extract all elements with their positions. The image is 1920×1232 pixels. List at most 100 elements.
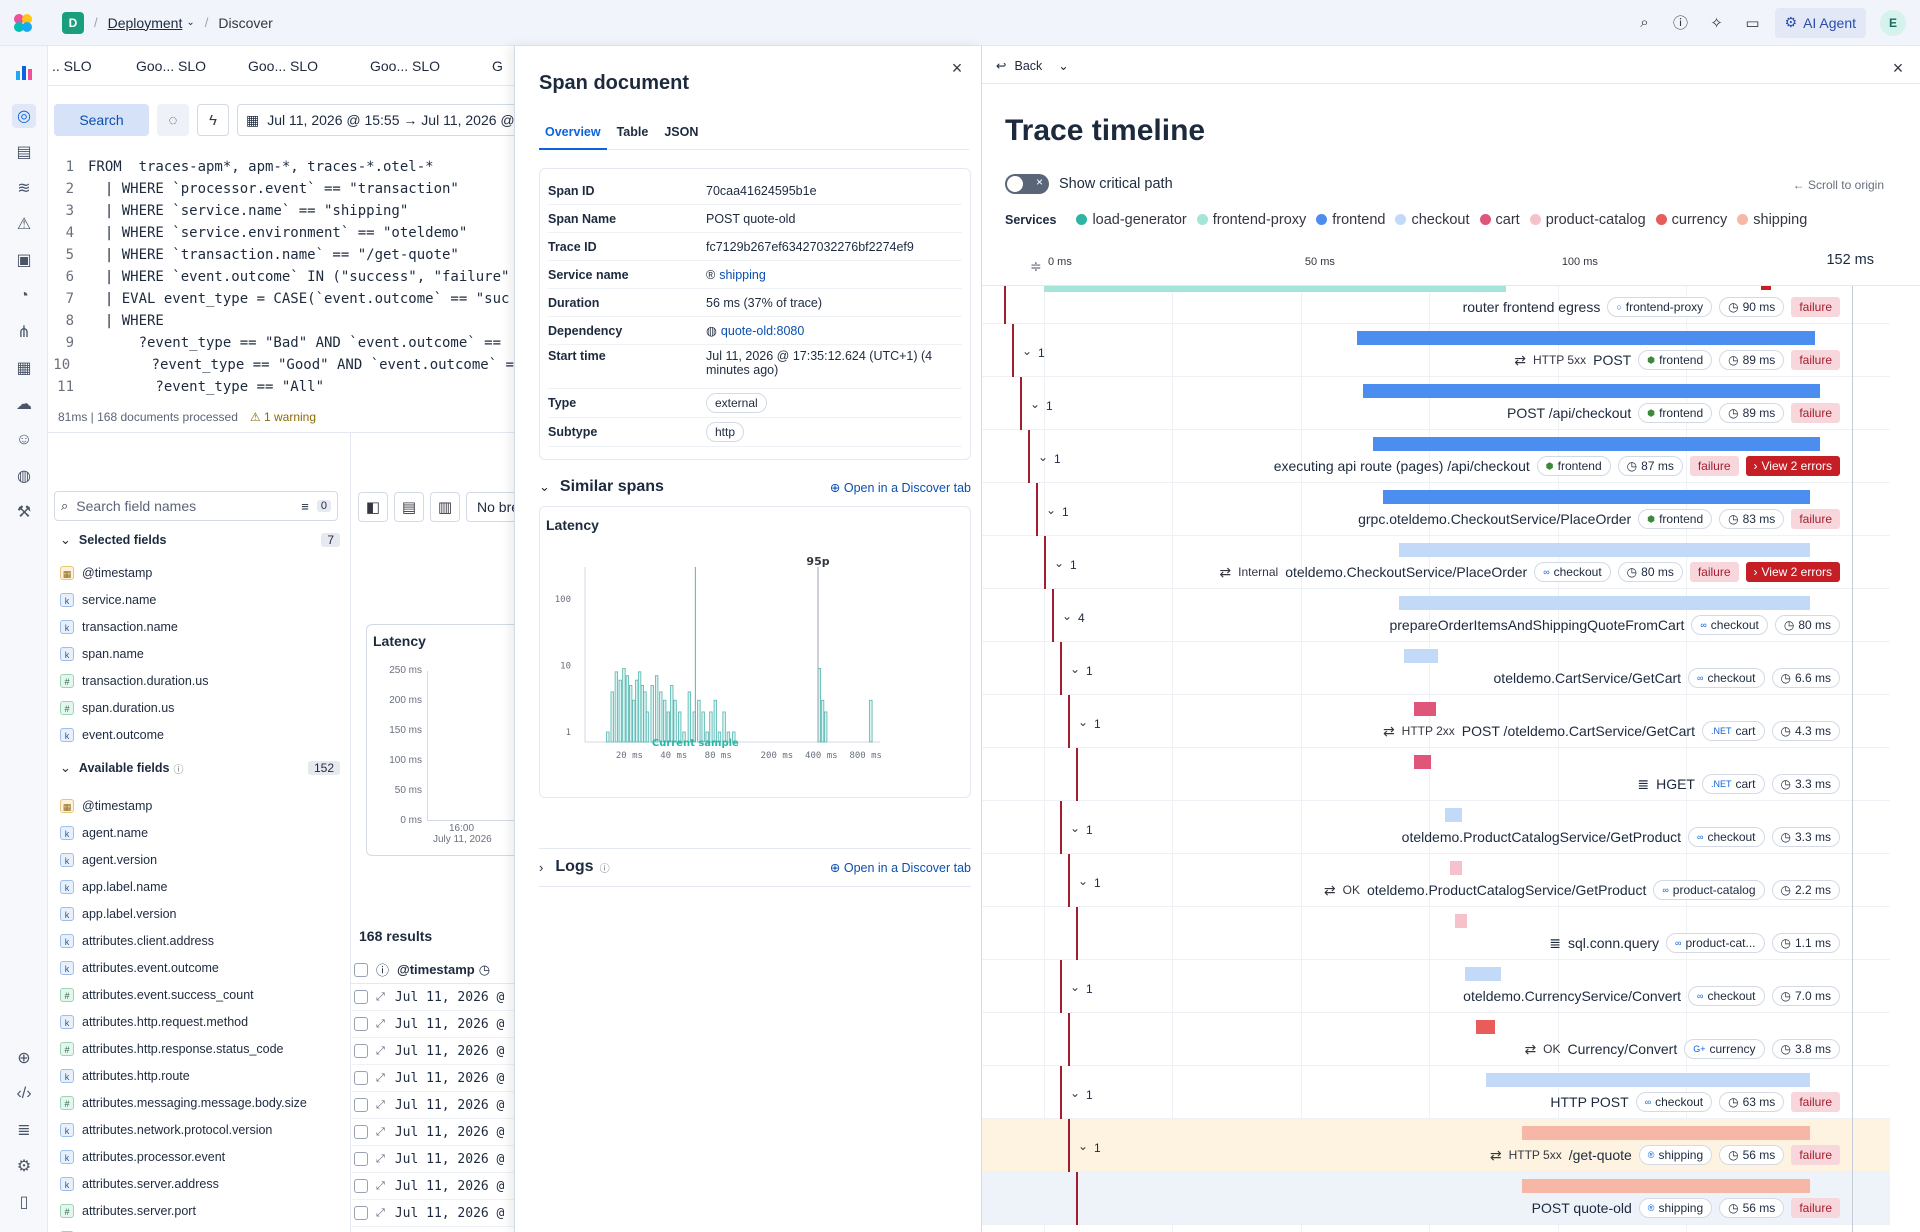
expand-row-icon[interactable]: ⤢ — [376, 1098, 385, 1111]
expand-row-icon[interactable]: ⤢ — [376, 1179, 385, 1192]
filter-icon[interactable]: ≡ — [301, 498, 309, 514]
span-duration-bar[interactable] — [1455, 914, 1468, 928]
row-checkbox[interactable] — [354, 1098, 368, 1112]
elastic-logo-icon[interactable] — [12, 12, 34, 34]
chevron-down-icon[interactable]: ⌄ — [1078, 874, 1089, 888]
table-row[interactable]: ⤢ Jul 11, 2026 @ — [350, 1038, 514, 1065]
chevron-down-icon[interactable]: ⌄ — [539, 479, 550, 494]
service-badge[interactable]: ∞ checkout — [1635, 1092, 1713, 1112]
select-all-checkbox[interactable] — [354, 962, 368, 977]
dashboard-app-icon[interactable] — [12, 60, 36, 84]
service-link[interactable]: shipping — [719, 267, 766, 282]
chevron-right-icon[interactable]: › — [539, 859, 544, 875]
field-item[interactable]: k app.label.name — [60, 873, 340, 900]
field-item[interactable]: # attributes.event.success_count — [60, 981, 340, 1008]
row-checkbox[interactable] — [354, 1179, 368, 1193]
field-item[interactable]: k service.name — [60, 586, 340, 613]
field-item[interactable]: k span.name — [60, 640, 340, 667]
table-row[interactable]: ⤢ Jul 11, 2026 @ — [350, 1146, 514, 1173]
field-item[interactable]: k agent.version — [60, 846, 340, 873]
trace-span-row[interactable]: ≣ sql.conn.query ∞ product-cat... ◷ 1.1 ms — [982, 907, 1890, 960]
database-icon[interactable]: ≣ — [17, 1122, 31, 1139]
row-checkbox[interactable] — [354, 1206, 368, 1220]
back-arrow-icon[interactable]: ↩ — [996, 59, 1007, 73]
service-badge[interactable]: ⬢ frontend — [1638, 403, 1713, 423]
chevron-down-icon[interactable]: ⌄ — [1070, 980, 1081, 994]
trace-span-row[interactable]: ⌄ 1 ⇄ OK oteldemo.ProductCatalogService/GetP… — [982, 854, 1890, 907]
span-duration-bar[interactable] — [1413, 702, 1437, 716]
chevron-down-icon[interactable]: ⌄ — [1070, 1086, 1081, 1100]
search-button[interactable]: Search — [54, 104, 149, 136]
field-item[interactable]: k attributes.http.request.method — [60, 1008, 340, 1035]
span-duration-bar[interactable] — [1372, 437, 1820, 451]
service-badge[interactable]: ∞ product-catalog — [1653, 880, 1765, 900]
table-row[interactable]: ⤢ Jul 11, 2026 @ — [350, 1119, 514, 1146]
span-duration-bar[interactable] — [1403, 649, 1438, 663]
synthetics-icon[interactable]: ◍ — [17, 468, 31, 485]
user-avatar[interactable]: E — [1880, 9, 1906, 36]
expand-row-icon[interactable]: ⤢ — [376, 1071, 385, 1084]
chevron-down-icon[interactable]: ⌄ — [1062, 609, 1073, 623]
table-row[interactable]: ⤢ Jul 11, 2026 @ — [350, 984, 514, 1011]
field-item[interactable]: ▦ @timestamp — [60, 792, 340, 819]
row-checkbox[interactable] — [354, 990, 368, 1004]
discover-icon[interactable]: ◎ — [12, 104, 36, 128]
field-item[interactable]: #attributes.timestamp.us — [60, 1224, 340, 1232]
field-item[interactable]: # attributes.http.response.status_code — [60, 1035, 340, 1062]
service-badge[interactable]: .NET cart — [1701, 774, 1765, 794]
field-item[interactable]: # attributes.server.port — [60, 1197, 340, 1224]
table-row[interactable]: ⤢ Jul 11, 2026 @ — [350, 1200, 514, 1227]
service-badge[interactable]: ∞ checkout — [1691, 615, 1768, 635]
help-icon[interactable]: ⓘ — [1672, 15, 1688, 32]
tab-slo-1[interactable]: .. SLO — [52, 57, 92, 74]
service-badge[interactable]: ∞ checkout — [1688, 668, 1765, 688]
chevron-down-icon[interactable]: ⌄ — [60, 760, 71, 775]
field-item[interactable]: # transaction.duration.us — [60, 667, 340, 694]
search-icon[interactable]: ⌕ — [1640, 14, 1649, 31]
span-duration-bar[interactable] — [1521, 1126, 1810, 1140]
breakdown-select[interactable]: No bre — [466, 492, 514, 522]
chevron-down-icon[interactable]: ⌄ — [1022, 344, 1033, 358]
service-badge[interactable]: ∞ product-cat... — [1666, 933, 1765, 953]
lightning-icon[interactable]: ϟ — [197, 104, 229, 136]
tab-json[interactable]: JSON — [664, 125, 699, 139]
chat-icon[interactable]: ▭ — [1745, 14, 1760, 32]
field-item[interactable]: k attributes.processor.event — [60, 1143, 340, 1170]
field-item[interactable]: k event.outcome — [60, 721, 340, 748]
row-checkbox[interactable] — [354, 1125, 368, 1139]
cases-icon[interactable]: ▣ — [16, 252, 32, 269]
service-badge[interactable]: ∞ checkout — [1688, 986, 1765, 1006]
chevron-down-icon[interactable]: ⌄ — [1030, 397, 1041, 411]
span-duration-bar[interactable] — [1398, 596, 1810, 610]
date-picker[interactable]: ▦ Jul 11, 2026 @ 15:55 → Jul 11, 2026 @ — [237, 104, 514, 136]
similar-spans-header[interactable]: Similar spans — [559, 478, 664, 495]
table-row[interactable]: ⤢ Jul 11, 2026 @ — [350, 1065, 514, 1092]
field-item[interactable]: k attributes.client.address — [60, 927, 340, 954]
add-icon[interactable]: ⊕ — [17, 1050, 31, 1067]
row-checkbox[interactable] — [354, 1071, 368, 1085]
chevron-down-icon[interactable]: ⌄ — [1078, 715, 1089, 729]
expand-row-icon[interactable]: ⤢ — [376, 990, 385, 1003]
table-row[interactable]: ⤢ Jul 11, 2026 @ — [350, 1092, 514, 1119]
trace-span-row[interactable]: ≣ HGET .NET cart ◷ 3.3 ms — [982, 748, 1890, 801]
ml-icon[interactable]: ≋ — [17, 180, 31, 197]
collapse-nav-icon[interactable]: ▯ — [19, 1194, 29, 1211]
tab-table[interactable]: Table — [616, 125, 649, 139]
available-fields-header[interactable]: Available fields — [78, 761, 170, 775]
service-badge[interactable]: ⬢ frontend — [1536, 456, 1611, 476]
tab-slo-5[interactable]: G — [492, 57, 503, 74]
field-item[interactable]: k app.label.version — [60, 900, 340, 927]
critical-path-toggle[interactable]: × — [1005, 174, 1049, 194]
expand-row-icon[interactable]: ⤢ — [376, 1125, 385, 1138]
open-discover-link[interactable]: ⊕ Open in a Discover tab — [829, 480, 971, 495]
field-item[interactable]: ▦ @timestamp — [60, 559, 340, 586]
span-duration-bar[interactable] — [1044, 286, 1507, 292]
selected-fields-header[interactable]: Selected fields — [78, 533, 167, 547]
trace-span-row[interactable]: ⌄ 1 ⇄ Internal oteldemo.CheckoutService/Plac… — [982, 536, 1890, 589]
refresh-icon[interactable]: ◌ — [157, 104, 189, 136]
tab-slo-2[interactable]: Goo... SLO — [136, 57, 207, 74]
logs-header[interactable]: Logs — [555, 858, 594, 875]
table-icon[interactable]: ▤ — [394, 492, 424, 522]
field-item[interactable]: # span.duration.us — [60, 694, 340, 721]
span-duration-bar[interactable] — [1475, 1020, 1496, 1034]
